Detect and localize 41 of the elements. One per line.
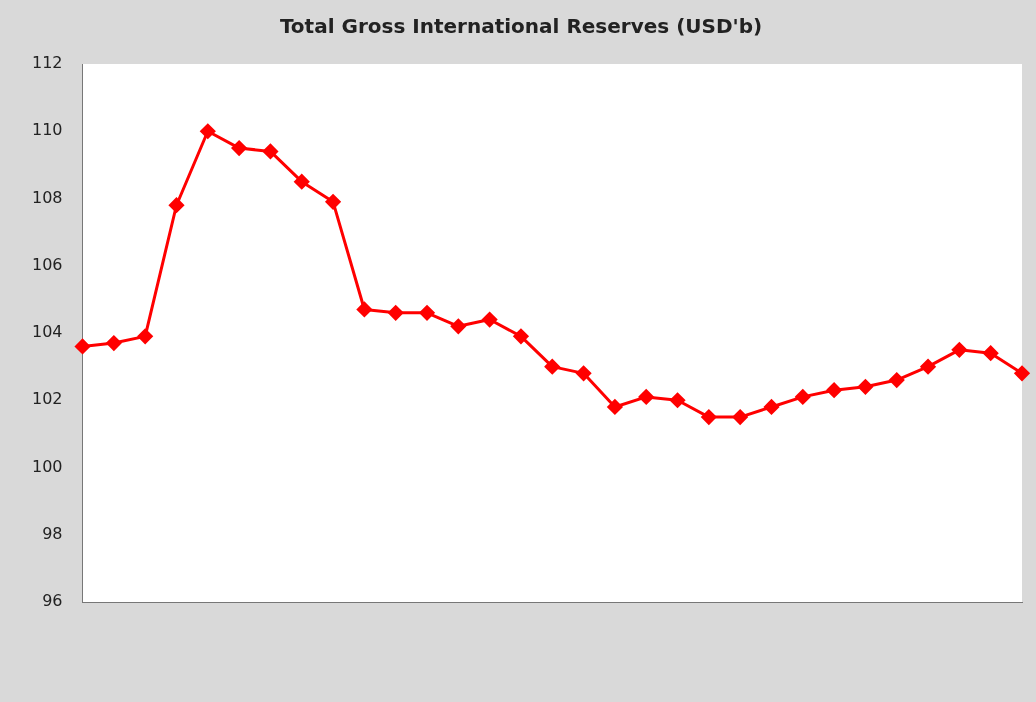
point [325,194,341,210]
point [388,305,404,321]
point [732,409,748,425]
y-tick-label: 110 [31,120,63,140]
point [137,328,153,344]
point [356,301,372,317]
point [857,379,873,395]
point [576,365,592,381]
point [889,372,905,388]
point [450,318,466,334]
y-tick-label: 102 [31,389,63,409]
point [951,342,967,358]
point [544,359,560,375]
point [763,399,779,415]
point [482,312,498,328]
point [231,140,247,156]
point [670,392,686,408]
y-tick-label: 104 [31,322,63,342]
y-tick-label: 96 [42,591,63,611]
point [638,389,654,405]
y-tick-label: 108 [31,187,63,207]
point [701,409,717,425]
y-tick-label: 98 [42,523,63,543]
y-tick-label: 106 [31,254,63,274]
y-tick-label: 112 [31,53,63,73]
point [607,399,623,415]
point [294,174,310,190]
point [826,382,842,398]
y-tick-label: 100 [31,456,63,476]
point [513,328,529,344]
point [200,123,216,139]
point [983,345,999,361]
point [419,305,435,321]
point [106,335,122,351]
point [1014,365,1030,381]
point [75,338,91,354]
point [920,359,936,375]
point [262,143,278,159]
point [168,197,184,213]
chart-title: Total Gross International Reserves (USD'b) [279,14,763,39]
point [795,389,811,405]
